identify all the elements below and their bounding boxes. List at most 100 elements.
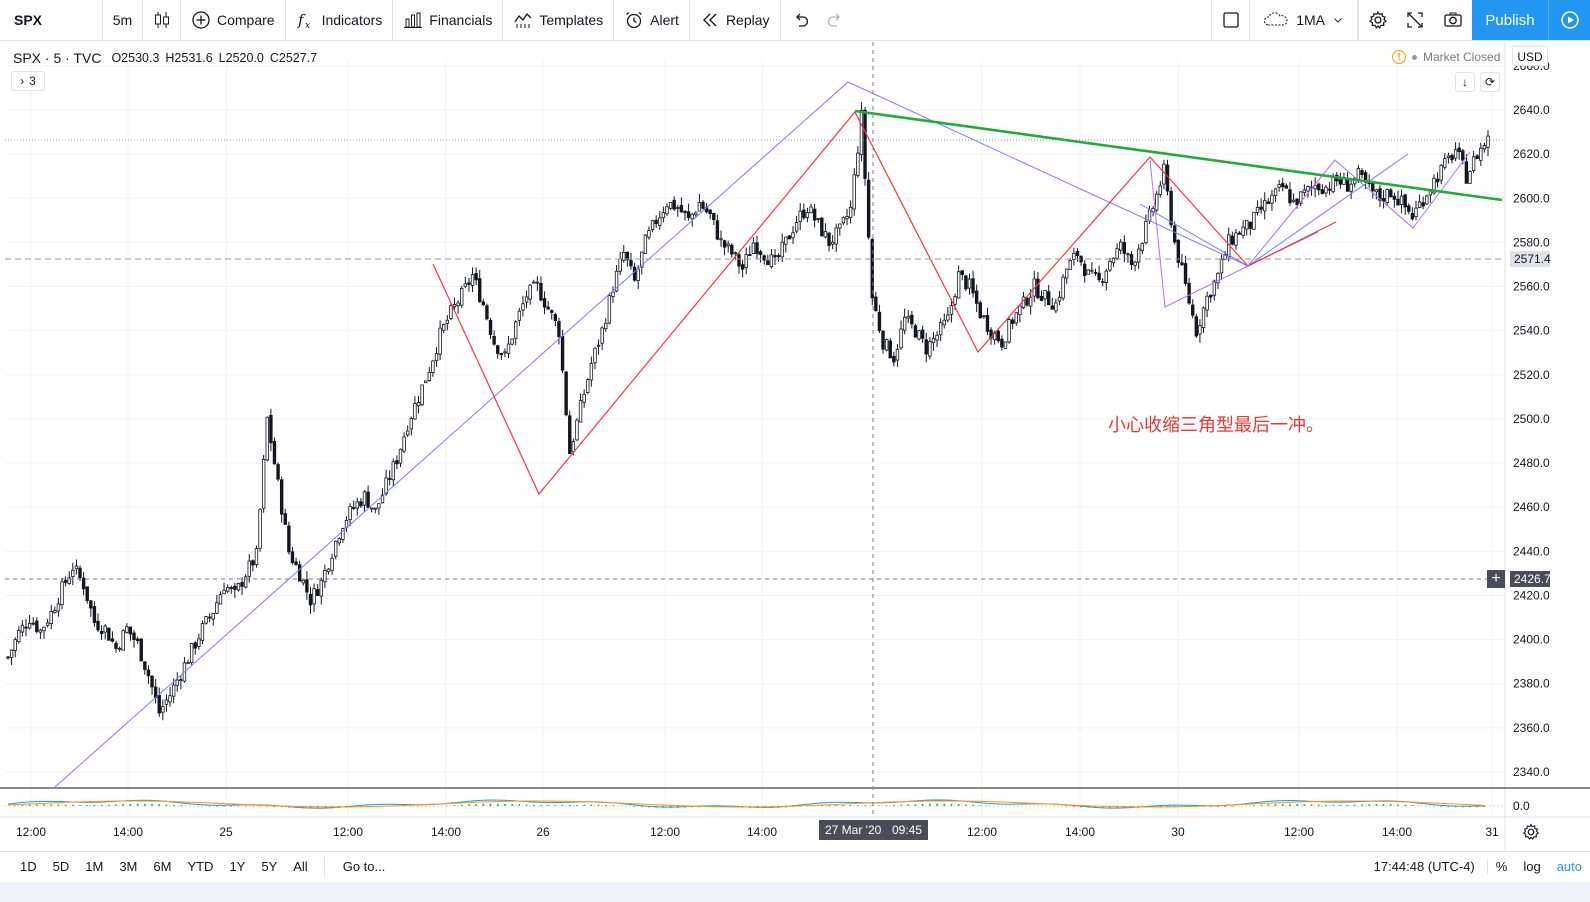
candle-body [769, 254, 774, 268]
candle-body [1443, 158, 1447, 168]
range-3m[interactable]: 3M [119, 859, 138, 874]
candle-body [1320, 189, 1325, 195]
candle-body [820, 217, 824, 237]
range-all[interactable]: All [293, 859, 308, 874]
replay-icon [702, 13, 717, 27]
candle-body [928, 340, 932, 357]
fullscreen-button[interactable] [1396, 0, 1434, 40]
candle-body [1428, 190, 1433, 196]
price-tick-label: 2440.0 [1513, 544, 1550, 558]
candle-body [442, 324, 446, 331]
percent-scale-toggle[interactable]: % [1495, 859, 1508, 874]
candle-body [1039, 295, 1044, 301]
crosshair-date-tag: 27 Mar '20 [819, 820, 888, 840]
goto-date-button[interactable]: Go to... [342, 859, 386, 874]
candle-body [121, 630, 125, 651]
compare-button[interactable]: Compare [181, 0, 286, 40]
chevron-right-icon: › [20, 74, 25, 88]
candle-body [571, 441, 576, 453]
redo-icon[interactable] [825, 10, 845, 30]
candle-body [1471, 156, 1476, 172]
candle-body [319, 579, 323, 597]
candle-body [315, 589, 320, 596]
layout-name-button[interactable]: 1MA [1249, 0, 1358, 40]
range-5d[interactable]: 5D [52, 859, 70, 874]
axis-settings-gear-icon[interactable] [1521, 822, 1541, 842]
candle-body [1446, 155, 1451, 158]
snapshot-button[interactable] [1434, 0, 1472, 40]
candle-body [643, 234, 648, 254]
candle-body [1014, 312, 1018, 324]
candle-body [254, 548, 259, 566]
chart-text-annotation[interactable]: 小心收缩三角型最后一冲。 [1108, 415, 1324, 436]
range-1d[interactable]: 1D [20, 859, 37, 874]
plus-icon[interactable]: + [1487, 570, 1505, 588]
publish-button[interactable]: Publish [1472, 0, 1548, 40]
chart-type-button[interactable] [143, 0, 181, 40]
candle-body [56, 603, 61, 612]
candle-body [719, 238, 723, 241]
currency-badge[interactable]: USD [1512, 46, 1548, 66]
auto-scale-toggle[interactable]: auto [1556, 859, 1582, 874]
candle-body [189, 643, 194, 663]
candle-body [1482, 145, 1487, 150]
candle-body [1018, 305, 1022, 316]
candle-body [74, 565, 79, 570]
chart-canvas[interactable]: 12:00 14:00 25 12:00 14:00 26 12:00 14:00 12:00 1… [0, 42, 1590, 850]
candle-body [834, 227, 838, 245]
candle-body [701, 201, 705, 209]
scroll-to-latest-button[interactable]: ↓ [1455, 72, 1475, 92]
candle-body [117, 648, 122, 650]
candle-body [1155, 193, 1159, 211]
candle-body [283, 513, 287, 525]
select-layout-button[interactable] [1211, 0, 1249, 40]
candle-body [953, 296, 957, 305]
candle-body [722, 240, 727, 248]
log-scale-toggle[interactable]: log [1523, 859, 1541, 874]
candle-body [323, 570, 327, 583]
series-title[interactable]: SPX · 5 · TVC [13, 50, 102, 66]
go-live-button[interactable] [1548, 0, 1590, 40]
candle-body [931, 337, 936, 344]
undo-icon[interactable] [791, 10, 811, 30]
candle-body [488, 319, 493, 336]
financials-button[interactable]: Financials [393, 0, 504, 40]
candle-body [377, 503, 381, 509]
timezone-clock[interactable]: 17:44:48 (UTC-4) [1362, 859, 1488, 874]
templates-button[interactable]: Templates [503, 0, 615, 40]
indicators-label: Indicators [321, 12, 383, 28]
candle-body [1464, 161, 1469, 184]
candle-body [582, 394, 586, 403]
price-axis: 2340.0 2360.0 2380.0 2400.0 2420.0 2440.0 2460… [1513, 59, 1550, 779]
settings-button[interactable] [1358, 0, 1396, 40]
candle-body [132, 632, 136, 641]
chart-pane[interactable]: 12:00 14:00 25 12:00 14:00 26 12:00 14:00 12:00 1… [0, 42, 1590, 850]
range-6m[interactable]: 6M [153, 859, 172, 874]
candle-body [60, 581, 64, 606]
legend-expand-button[interactable]: › 3 [11, 71, 45, 91]
candle-body [503, 351, 507, 354]
candle-body [362, 491, 367, 506]
market-status[interactable]: ! Market Closed [1392, 50, 1500, 64]
candle-body [218, 594, 223, 605]
candle-body [1266, 201, 1271, 204]
candle-body [604, 322, 608, 330]
alert-button[interactable]: Alert [614, 0, 690, 40]
candle-body [1010, 319, 1015, 324]
reset-chart-button[interactable]: ⟳ [1480, 72, 1500, 92]
range-5y[interactable]: 5Y [261, 859, 278, 874]
replay-button[interactable]: Replay [690, 0, 781, 40]
chevron-down-icon [1334, 18, 1342, 23]
candle-body [1461, 150, 1465, 161]
range-ytd[interactable]: YTD [187, 859, 214, 874]
candle-body [1093, 272, 1098, 274]
interval-button[interactable]: 5m [103, 0, 143, 40]
candle-body [884, 339, 889, 351]
range-1y[interactable]: 1Y [229, 859, 246, 874]
candle-body [1194, 316, 1199, 337]
candle-body [535, 281, 540, 284]
symbol-search-button[interactable]: SPX [0, 0, 103, 40]
range-1m[interactable]: 1M [85, 859, 104, 874]
candle-body [910, 314, 914, 325]
